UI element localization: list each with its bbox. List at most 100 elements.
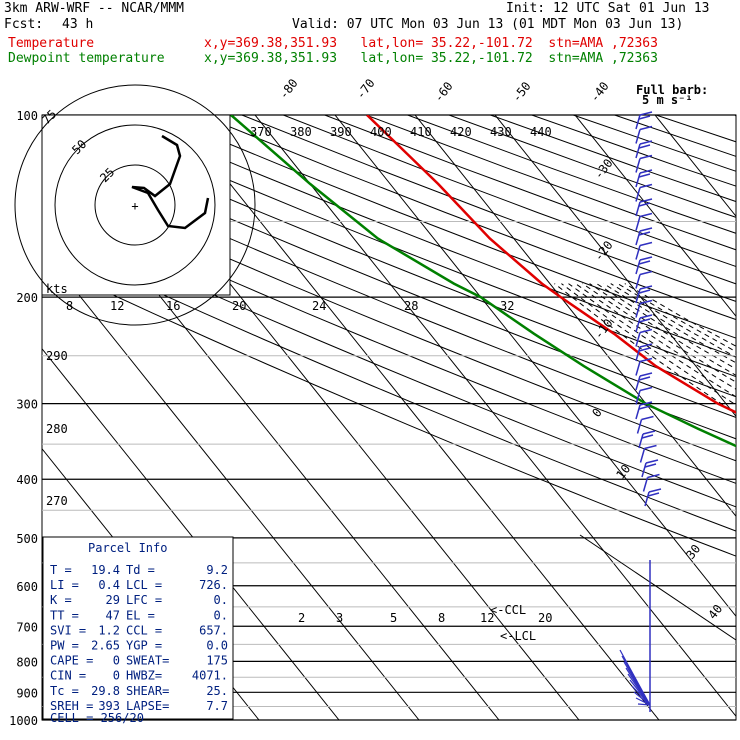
- parcel-label: YGP =: [126, 639, 162, 653]
- wind-barb-flag: [639, 372, 653, 377]
- valid-time: Valid: 07 UTC Mon 03 Jun 13 (01 MDT Mon …: [292, 17, 684, 32]
- pressure-label: 300: [16, 398, 38, 412]
- parcel-label: SWEAT=: [126, 654, 169, 668]
- wind-barb: [635, 303, 641, 318]
- wind-barb: [638, 433, 644, 449]
- mixing-ratio-label: 16: [166, 299, 180, 313]
- theta-label: 380: [290, 125, 312, 139]
- hodograph-ring: [54, 124, 216, 286]
- pressure-label: 700: [16, 620, 38, 634]
- wind-barb-flag: [644, 463, 657, 468]
- temperature-profile: [366, 115, 736, 414]
- wind-barb-flag: [639, 357, 653, 363]
- theta-label: 410: [410, 125, 432, 139]
- init-time: Init: 12 UTC Sat 01 Jun 13: [506, 1, 710, 16]
- mixing-ratio-label: 8: [66, 299, 73, 313]
- wind-barb-flag: [641, 434, 654, 439]
- parcel-value: 19.4: [91, 563, 120, 577]
- mixing-ratio-label: 8: [438, 611, 445, 625]
- wind-barb-flag: [639, 154, 653, 160]
- wind-barb-flag: [639, 401, 653, 406]
- wind-barb-flag: [639, 256, 653, 261]
- parcel-cell: CELL = 256/20: [50, 711, 144, 725]
- theta-label: 440: [530, 125, 552, 139]
- parcel-label: PW =: [50, 639, 79, 653]
- parcel-value: 7.7: [206, 699, 228, 713]
- isotherm-line: [654, 115, 736, 218]
- isotherm-line: [42, 247, 420, 720]
- wind-barb: [635, 346, 641, 362]
- parcel-value: 25.: [206, 684, 228, 698]
- theta-label: 430: [490, 125, 512, 139]
- theta-label: 280: [46, 422, 68, 436]
- wind-barb: [635, 158, 641, 173]
- wind-barb-flag: [639, 343, 653, 348]
- parcel-frame: [42, 536, 234, 720]
- wind-barb: [639, 448, 646, 463]
- parcel-value: 175: [206, 654, 228, 668]
- wind-barb: [635, 390, 641, 405]
- parcel-label: SREH =: [50, 699, 93, 713]
- parcel-label: SVI =: [50, 623, 86, 637]
- parcel-value: 393: [98, 699, 120, 713]
- wind-barb: [635, 274, 641, 289]
- isotherm-line: [254, 115, 736, 718]
- wind-barb-flag: [639, 140, 653, 145]
- wind-barb-flag: [638, 173, 651, 178]
- wind-barb-flag: [647, 492, 660, 497]
- dry-adiabat: [241, 115, 736, 302]
- wind-barb-flag: [639, 299, 653, 305]
- wind-barb-flag: [638, 405, 651, 410]
- parcel-label: LFC =: [126, 593, 162, 607]
- mixing-ratio-label: 28: [404, 299, 418, 313]
- moist-adiabat: [603, 283, 736, 364]
- wind-barb-flag: [639, 227, 653, 232]
- wind-barb: [635, 245, 641, 260]
- parcel-value: 0.4: [98, 578, 120, 592]
- wind-barb-flag: [638, 115, 651, 120]
- wind-barbs: [619, 111, 662, 712]
- wind-barb-flag: [648, 488, 662, 493]
- mixing-ratio-label: 20: [538, 611, 552, 625]
- isotherm-label: -50: [509, 79, 533, 105]
- wind-barb-flag: [638, 231, 651, 236]
- wind-barb-flag: [639, 111, 653, 116]
- wind-barb-flag: [638, 376, 651, 381]
- pressure-label: 1000: [9, 714, 38, 728]
- theta-label: 370: [250, 125, 272, 139]
- wind-barb-flag: [645, 459, 659, 464]
- wind-barb: [633, 691, 651, 706]
- full-barb-value: 5 m s⁻¹: [642, 93, 693, 107]
- wind-barb: [635, 375, 641, 391]
- hodograph-unit: kts: [46, 282, 68, 296]
- parcel-label: LI =: [50, 578, 79, 592]
- parcel-label: LCL =: [126, 578, 162, 592]
- parcel-label: HWBZ=: [126, 669, 162, 683]
- parcel-info-box: Parcel Info T = 19.4 Td = 9.2 LI = 0.4 LCL = 726…: [42, 536, 234, 725]
- parcel-label: LAPSE=: [126, 699, 169, 713]
- mixing-ratio-label: 24: [312, 299, 326, 313]
- wind-barb-flag: [642, 430, 656, 435]
- dewpoint-location: x,y=369.38,351.93 lat,lon= 35.22,-101.72…: [204, 51, 658, 66]
- model-title: 3km ARW-WRF -- NCAR/MMM: [4, 1, 185, 16]
- wind-barb: [636, 419, 643, 434]
- isotherm-line: [42, 347, 340, 720]
- wind-barb-flag: [644, 444, 657, 450]
- wind-barb-flag: [639, 241, 653, 247]
- dry-adiabat: [200, 115, 736, 321]
- isotherm-label: -30: [591, 156, 615, 182]
- moist-adiabat: [610, 283, 736, 358]
- wind-barb-flag: [639, 270, 653, 276]
- moist-adiabat: [575, 283, 736, 390]
- parcel-value: 47: [106, 608, 120, 622]
- parcel-title: Parcel Info: [88, 541, 167, 555]
- moist-adiabat: [589, 283, 736, 377]
- parcel-label: Td =: [126, 563, 155, 577]
- wind-barb-flag: [638, 144, 651, 149]
- isotherm-line: [574, 115, 736, 318]
- wind-barb: [635, 404, 641, 420]
- wind-barb: [641, 462, 647, 478]
- wind-barb-flag: [638, 289, 651, 294]
- isotherm-label: -60: [431, 79, 455, 105]
